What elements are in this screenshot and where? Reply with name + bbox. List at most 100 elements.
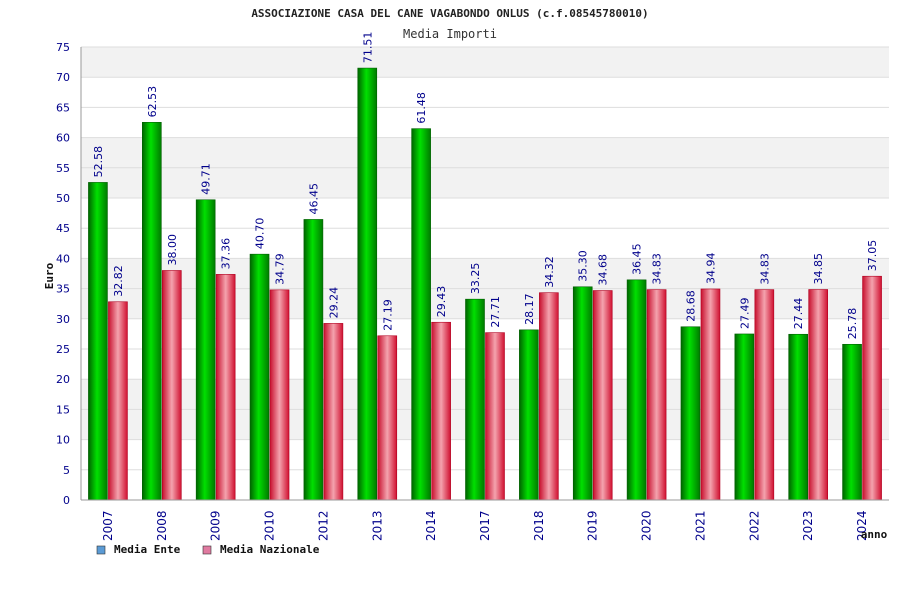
- y-tick-label: 75: [56, 41, 70, 54]
- data-label: 27.49: [738, 297, 751, 329]
- bar-media-ente: [411, 128, 431, 501]
- data-label: 34.83: [758, 253, 771, 285]
- bar-media-nazionale: [269, 289, 290, 501]
- data-label: 35.30: [577, 250, 590, 282]
- x-tick-label: 2023: [801, 510, 815, 541]
- y-tick-label: 60: [56, 132, 70, 145]
- data-label: 34.94: [704, 252, 717, 284]
- data-label: 61.48: [415, 92, 428, 124]
- bar-media-ente: [195, 199, 216, 501]
- x-tick-label: 2021: [693, 510, 707, 541]
- data-label: 34.83: [651, 253, 664, 285]
- grid-band: [81, 77, 889, 108]
- bar-media-nazionale: [215, 274, 236, 501]
- data-label: 25.78: [846, 308, 859, 340]
- legend: Media Ente Media Nazionale: [96, 543, 320, 556]
- grid-band: [81, 288, 889, 319]
- bar-media-nazionale: [377, 335, 398, 501]
- y-tick-label: 30: [56, 313, 70, 326]
- y-tick-label: 45: [56, 222, 70, 235]
- data-label: 27.44: [792, 298, 805, 330]
- bar-media-nazionale: [108, 301, 128, 501]
- data-label: 62.53: [146, 86, 159, 118]
- grid-band: [81, 318, 889, 349]
- x-tick-label: 2018: [532, 510, 546, 541]
- bar-media-ente: [734, 333, 755, 501]
- x-tick-label: 2014: [424, 510, 438, 541]
- grid-band: [81, 469, 889, 500]
- y-tick-label: 40: [56, 252, 70, 265]
- legend-swatch-media-ente: [96, 545, 106, 555]
- chart-subtitle: Media Importi: [403, 27, 497, 41]
- bar-media-ente: [626, 279, 647, 501]
- y-tick-label: 70: [56, 71, 70, 84]
- grid-band: [81, 409, 889, 440]
- data-label: 37.36: [220, 238, 233, 270]
- bar-media-nazionale: [485, 332, 505, 501]
- y-tick-label: 35: [56, 283, 70, 296]
- grid-band: [81, 258, 889, 289]
- data-label: 33.25: [469, 263, 482, 295]
- bar-media-nazionale: [808, 289, 829, 501]
- x-tick-label: 2024: [855, 510, 869, 541]
- y-tick-label: 55: [56, 162, 70, 175]
- chart-title: ASSOCIAZIONE CASA DEL CANE VAGABONDO ONL…: [251, 7, 648, 20]
- data-label: 36.45: [631, 243, 644, 275]
- data-label: 27.19: [381, 299, 394, 331]
- x-tick-label: 2012: [316, 510, 330, 541]
- grid-band: [81, 228, 889, 259]
- y-tick-label: 15: [56, 403, 70, 416]
- data-label: 46.45: [307, 183, 320, 215]
- legend-swatch-media-nazionale: [202, 545, 212, 555]
- x-axis: 2007 2008 2009 2010 2012 2013 2014 2017 2018 2019…: [81, 499, 889, 541]
- grid-band: [81, 379, 889, 410]
- grid-bands: [81, 46, 889, 501]
- bar-media-ente: [519, 329, 539, 501]
- data-labels: 52.58 32.82 62.53 38.00 49.71 37.36 40.70 34.79…: [92, 32, 879, 340]
- data-label: 28.68: [684, 290, 697, 322]
- bar-media-ente: [357, 67, 378, 501]
- data-label: 34.32: [543, 256, 556, 288]
- data-label: 32.82: [112, 265, 125, 297]
- grid-band: [81, 349, 889, 380]
- data-label: 37.05: [866, 240, 879, 272]
- bar-media-nazionale: [646, 289, 667, 501]
- grid-band: [81, 439, 889, 470]
- data-label: 27.71: [489, 296, 502, 328]
- y-tick-label: 25: [56, 343, 70, 356]
- bar-media-ente: [572, 286, 593, 501]
- grid-band: [81, 47, 889, 78]
- data-label: 71.51: [361, 32, 374, 64]
- x-tick-label: 2020: [640, 510, 654, 541]
- x-tick-label: 2008: [155, 510, 169, 541]
- y-tick-label: 0: [63, 494, 70, 507]
- bar-media-nazionale: [323, 323, 344, 501]
- bar-media-ente: [465, 298, 485, 501]
- x-axis-label: anno: [861, 528, 888, 541]
- data-label: 49.71: [200, 163, 213, 195]
- bar-media-nazionale: [431, 321, 451, 501]
- y-tick-label: 50: [56, 192, 70, 205]
- data-label: 28.17: [523, 293, 536, 325]
- bar-media-ente: [842, 343, 862, 501]
- bar-media-nazionale: [539, 292, 559, 501]
- bar-media-nazionale: [862, 275, 882, 501]
- bar-media-ente: [788, 333, 809, 501]
- x-tick-label: 2009: [209, 510, 223, 541]
- data-label: 38.00: [166, 234, 179, 266]
- data-label: 52.58: [92, 146, 105, 178]
- bars: [88, 67, 882, 501]
- y-tick-label: 10: [56, 434, 70, 447]
- y-tick-label: 65: [56, 101, 70, 114]
- bar-media-ente: [142, 122, 162, 501]
- x-tick-label: 2017: [478, 510, 492, 541]
- grid-band: [81, 167, 889, 198]
- x-tick-label: 2007: [101, 510, 115, 541]
- y-tick-label: 5: [63, 464, 70, 477]
- bar-media-nazionale: [754, 289, 775, 501]
- x-tick-label: 2010: [263, 510, 277, 541]
- y-tick-label: 20: [56, 373, 70, 386]
- y-axis-label: Euro: [43, 262, 56, 289]
- bar-media-nazionale: [700, 288, 721, 501]
